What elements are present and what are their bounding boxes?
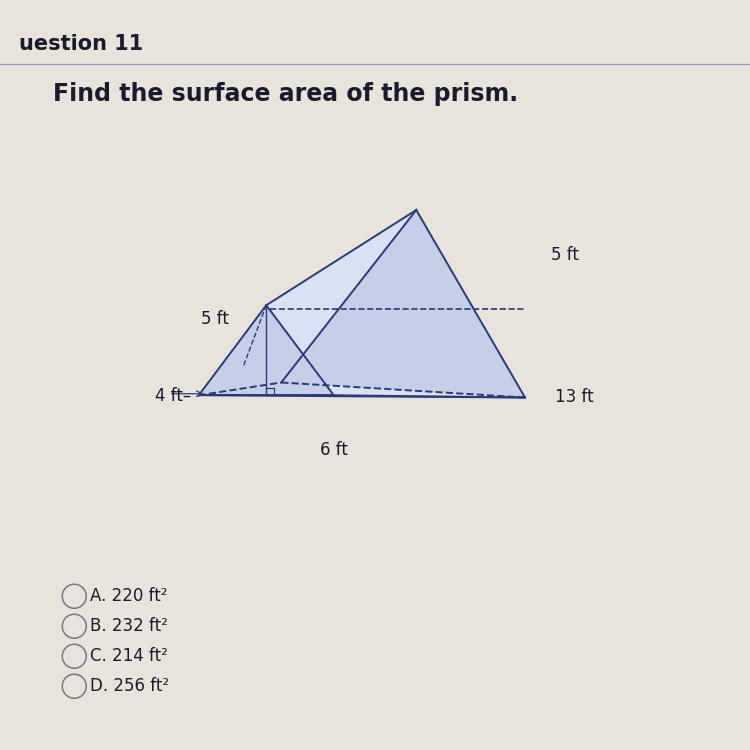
Text: 5 ft: 5 ft xyxy=(551,246,579,264)
Text: 5 ft: 5 ft xyxy=(201,310,229,328)
Text: Find the surface area of the prism.: Find the surface area of the prism. xyxy=(53,82,517,106)
Text: 6 ft: 6 ft xyxy=(320,441,348,459)
Polygon shape xyxy=(199,210,416,395)
Text: B. 232 ft²: B. 232 ft² xyxy=(90,617,168,635)
Text: D. 256 ft²: D. 256 ft² xyxy=(90,677,170,695)
Polygon shape xyxy=(266,210,525,398)
Polygon shape xyxy=(199,382,525,398)
Polygon shape xyxy=(199,305,334,395)
Text: 13 ft: 13 ft xyxy=(555,388,594,406)
Text: C. 214 ft²: C. 214 ft² xyxy=(90,647,168,665)
Polygon shape xyxy=(281,210,525,398)
Text: uestion 11: uestion 11 xyxy=(19,34,143,54)
Text: A. 220 ft²: A. 220 ft² xyxy=(90,587,167,605)
Text: 4 ft–: 4 ft– xyxy=(155,387,191,405)
